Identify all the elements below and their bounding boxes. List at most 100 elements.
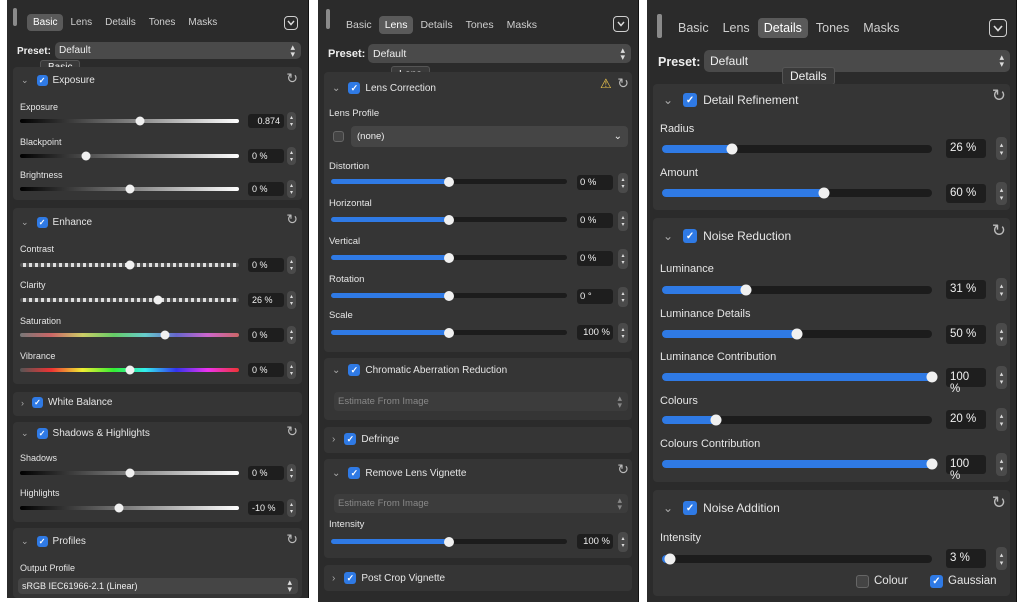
white-balance-header[interactable]: › ✓ White Balance <box>13 397 302 408</box>
tab-details[interactable]: Details <box>105 17 136 28</box>
exposure-stepper[interactable]: ▴ ▾ <box>287 112 296 130</box>
panel-menu-button[interactable] <box>284 16 298 30</box>
amount-slider[interactable] <box>662 187 932 199</box>
chromatic-method-dropdown[interactable]: Estimate From Image ▴ ▾ <box>334 392 628 411</box>
chevron-down-icon[interactable]: ⌄ <box>21 428 29 438</box>
scale-value[interactable]: 100 % <box>577 325 613 340</box>
distortion-slider[interactable] <box>331 176 567 187</box>
tab-lens[interactable]: Lens <box>722 21 750 35</box>
enhance-checkbox[interactable]: ✓ <box>36 217 48 228</box>
white-balance-checkbox[interactable]: ✓ <box>32 397 43 408</box>
slider-knob[interactable] <box>926 371 938 383</box>
panel-menu-button[interactable] <box>989 19 1007 37</box>
slider-knob[interactable] <box>114 503 124 513</box>
vertical-value[interactable]: 0 % <box>577 251 613 266</box>
lens-profile-dropdown[interactable]: (none) ⌄ <box>351 126 628 147</box>
slider-knob[interactable] <box>444 290 454 301</box>
post-crop-vignette-checkbox[interactable]: ✓ <box>344 572 357 584</box>
vignette-intensity-value[interactable]: 100 % <box>577 534 613 549</box>
scale-slider[interactable] <box>331 327 567 338</box>
chevron-down-icon[interactable]: ⌄ <box>332 467 341 479</box>
profiles-header[interactable]: ⌄ ✓ Profiles <box>13 536 302 547</box>
remove-vignette-checkbox[interactable]: ✓ <box>348 467 361 479</box>
slider-knob[interactable] <box>125 365 134 375</box>
contrast-stepper[interactable]: ▴ ▾ <box>287 256 296 274</box>
reset-icon[interactable]: ↻ <box>991 221 1006 240</box>
vertical-stepper[interactable]: ▴ ▾ <box>618 249 628 269</box>
chevron-right-icon[interactable]: › <box>332 433 336 445</box>
noise-addition-checkbox[interactable]: ✓ <box>683 501 698 515</box>
detail-refinement-checkbox[interactable]: ✓ <box>683 93 698 107</box>
slider-knob[interactable] <box>444 327 454 338</box>
tab-details[interactable]: Details <box>420 19 453 31</box>
highlights-value[interactable]: -10 % <box>248 501 284 515</box>
horizontal-slider[interactable] <box>331 214 567 225</box>
chevron-down-icon[interactable]: ⌄ <box>332 364 341 376</box>
slider-knob[interactable] <box>444 252 454 263</box>
luminance-contribution-stepper[interactable]: ▴ ▾ <box>996 366 1007 389</box>
horizontal-value[interactable]: 0 % <box>577 213 613 228</box>
blackpoint-slider[interactable] <box>20 151 239 161</box>
intensity-stepper[interactable]: ▴ ▾ <box>996 547 1007 570</box>
vertical-slider[interactable] <box>331 252 567 263</box>
radius-stepper[interactable]: ▴ ▾ <box>996 137 1007 160</box>
shadows-stepper[interactable]: ▴ ▾ <box>287 464 296 482</box>
rotation-stepper[interactable]: ▴ ▾ <box>618 287 628 307</box>
remove-vignette-header[interactable]: ⌄ ✓ Remove Lens Vignette <box>324 467 632 479</box>
panel-menu-button[interactable] <box>613 16 629 32</box>
slider-knob[interactable] <box>926 458 938 470</box>
gaussian-checkbox[interactable]: ✓ <box>930 575 943 588</box>
tab-basic[interactable]: Basic <box>346 19 372 31</box>
slider-knob[interactable] <box>160 330 170 340</box>
amount-stepper[interactable]: ▴ ▾ <box>996 182 1007 205</box>
luminance-value[interactable]: 31 % <box>946 280 986 299</box>
noise-reduction-checkbox[interactable]: ✓ <box>683 229 698 243</box>
slider-knob[interactable] <box>125 260 134 270</box>
contrast-slider[interactable] <box>20 260 239 270</box>
reset-icon[interactable]: ↻ <box>286 211 298 227</box>
chromatic-aberration-checkbox[interactable]: ✓ <box>348 364 361 376</box>
blackpoint-stepper[interactable]: ▴ ▾ <box>287 147 296 165</box>
reset-icon[interactable]: ↻ <box>286 531 298 547</box>
colours-value[interactable]: 20 % <box>946 410 986 429</box>
lens-correction-checkbox[interactable]: ✓ <box>348 82 361 94</box>
tab-masks[interactable]: Masks <box>506 19 537 31</box>
colours-stepper[interactable]: ▴ ▾ <box>996 408 1007 431</box>
chevron-right-icon[interactable]: › <box>332 572 336 584</box>
saturation-value[interactable]: 0 % <box>248 328 284 342</box>
tab-masks[interactable]: Masks <box>863 21 900 35</box>
tab-tones[interactable]: Tones <box>148 17 176 28</box>
tab-lens[interactable]: Lens <box>378 16 414 34</box>
highlights-slider[interactable] <box>20 503 239 513</box>
reset-icon[interactable]: ↻ <box>617 75 629 91</box>
noise-addition-header[interactable]: ⌄ ✓ Noise Addition <box>653 501 1010 515</box>
post-crop-vignette-header[interactable]: › ✓ Post Crop Vignette <box>324 572 632 584</box>
lens-correction-header[interactable]: ⌄ ✓ Lens Correction <box>324 82 632 94</box>
radius-slider[interactable] <box>662 143 932 155</box>
tab-tones[interactable]: Tones <box>815 21 850 35</box>
exposure-slider[interactable] <box>20 116 239 126</box>
distortion-value[interactable]: 0 % <box>577 175 613 190</box>
tab-details[interactable]: Details <box>757 18 808 38</box>
luminance-details-stepper[interactable]: ▴ ▾ <box>996 323 1007 346</box>
radius-value[interactable]: 26 % <box>946 139 986 158</box>
panel-drag-handle[interactable] <box>657 14 662 38</box>
slider-knob[interactable] <box>740 284 752 296</box>
slider-knob[interactable] <box>81 151 91 161</box>
slider-knob[interactable] <box>125 468 134 478</box>
chevron-down-icon[interactable]: ⌄ <box>21 536 29 546</box>
colours-slider[interactable] <box>662 414 932 426</box>
luminance-stepper[interactable]: ▴ ▾ <box>996 278 1007 301</box>
amount-value[interactable]: 60 % <box>946 184 986 203</box>
chromatic-aberration-header[interactable]: ⌄ ✓ Chromatic Aberration Reduction <box>324 364 632 376</box>
shadows-highlights-header[interactable]: ⌄ ✓ Shadows & Highlights <box>13 428 302 439</box>
tab-lens[interactable]: Lens <box>70 17 93 28</box>
slider-knob[interactable] <box>791 328 803 340</box>
slider-knob[interactable] <box>135 116 145 126</box>
blackpoint-value[interactable]: 0 % <box>248 149 284 163</box>
exposure-checkbox[interactable]: ✓ <box>36 75 48 86</box>
colours-contribution-value[interactable]: 100 % <box>946 455 986 482</box>
rotation-value[interactable]: 0 ° <box>577 289 613 304</box>
highlights-stepper[interactable]: ▴ ▾ <box>287 499 296 517</box>
colours-contribution-stepper[interactable]: ▴ ▾ <box>996 453 1007 476</box>
